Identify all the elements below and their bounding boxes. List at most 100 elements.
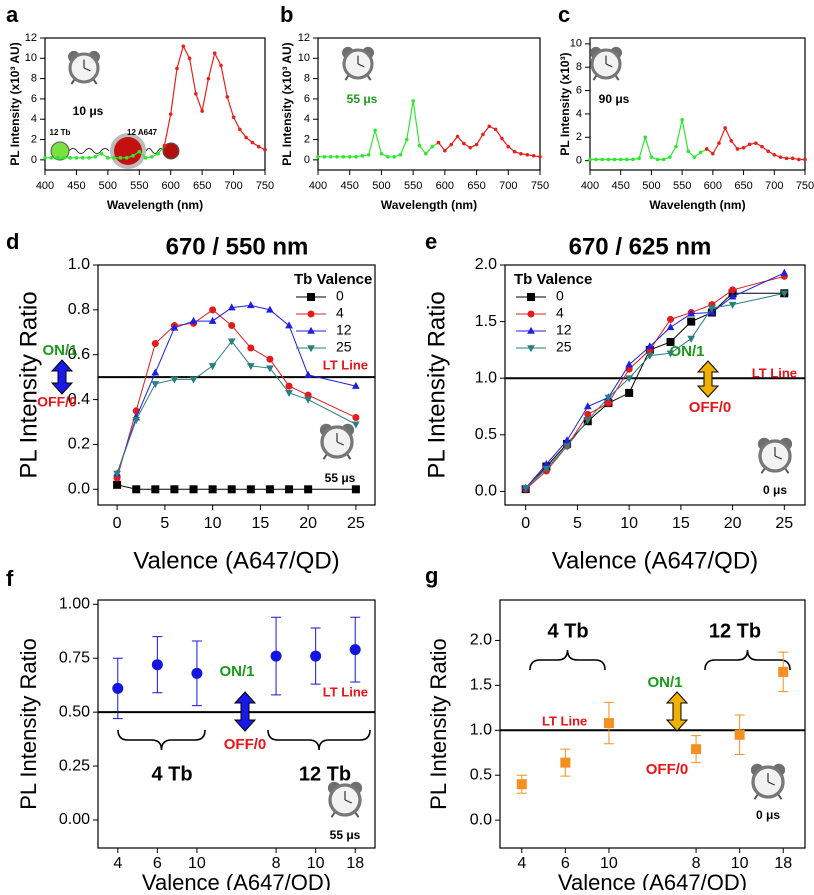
x-tick-label: 0 <box>521 515 530 532</box>
marker <box>655 157 660 162</box>
marker <box>168 112 173 116</box>
plot-frame <box>97 264 376 506</box>
marker <box>310 650 322 662</box>
x-tick-label: 600 <box>162 180 180 192</box>
marker <box>132 485 141 494</box>
marker <box>723 126 727 130</box>
marker <box>151 368 160 376</box>
marker <box>666 337 675 346</box>
marker <box>124 156 129 160</box>
y-tick-label: 4 <box>304 113 310 125</box>
clock-icon <box>750 763 786 800</box>
x-tick-label: 18 <box>774 855 792 872</box>
legend-marker <box>307 345 315 353</box>
marker <box>449 142 454 147</box>
y-tick-label: 12 <box>25 32 37 44</box>
switch-arrow <box>233 691 257 732</box>
marker <box>322 155 327 159</box>
annotation: 4 Tb <box>547 620 588 642</box>
x-tick-label: 8 <box>272 855 281 872</box>
legend-title: Tb Valence <box>514 271 592 288</box>
marker <box>113 480 122 489</box>
x-tick-label: 4 <box>113 855 122 872</box>
marker <box>645 352 654 360</box>
marker <box>341 155 346 159</box>
marker <box>285 321 293 329</box>
marker <box>227 303 236 311</box>
marker <box>265 485 274 494</box>
annotation: OFF/0 <box>37 394 77 410</box>
marker <box>106 156 110 160</box>
x-tick-label: 500 <box>642 180 660 192</box>
marker <box>430 144 434 149</box>
x-tick-label: 6 <box>561 855 570 872</box>
marker <box>227 338 236 346</box>
plot-frame <box>504 264 806 506</box>
marker <box>208 363 217 371</box>
marker <box>366 152 371 157</box>
marker <box>790 156 795 161</box>
x-tick-label: 400 <box>36 180 54 192</box>
brace <box>267 729 371 751</box>
y-tick-label: 8 <box>304 73 310 85</box>
plot-frame <box>317 37 541 171</box>
switch-arrow <box>696 360 720 398</box>
annotation: ON/1 <box>669 343 704 360</box>
marker <box>360 153 365 158</box>
legend-marker <box>307 326 315 334</box>
y-tick-label: 0.25 <box>59 757 90 774</box>
x-tick-label: 500 <box>372 180 390 192</box>
marker <box>189 316 198 324</box>
marker <box>162 143 167 148</box>
x-tick-label: 650 <box>467 180 485 192</box>
annotation: ON/1 <box>219 663 254 680</box>
marker <box>734 729 745 740</box>
clock-hand <box>344 799 352 804</box>
y-axis-label: PL Intensity Ratio <box>426 638 451 810</box>
panel-label: a <box>6 2 19 27</box>
marker <box>538 155 542 159</box>
y-tick-label: 0.8 <box>68 301 90 318</box>
annotation: ON/1 <box>42 342 77 359</box>
x-tick-label: 20 <box>724 515 742 532</box>
reference-label: LT Line <box>752 365 797 380</box>
x-tick-label: 750 <box>531 180 549 192</box>
marker <box>741 146 746 150</box>
x-axis-label: Valence (A647/QD) <box>552 547 758 574</box>
marker <box>304 396 312 404</box>
marker <box>516 779 527 790</box>
marker <box>189 485 198 494</box>
clock-hand <box>774 455 782 460</box>
marker <box>304 370 312 378</box>
marker <box>542 460 551 468</box>
x-tick-label: 500 <box>99 180 117 192</box>
marker <box>354 155 358 159</box>
marker <box>194 92 198 96</box>
y-tick-label: 0.00 <box>59 811 90 828</box>
y-tick-label: 2 <box>576 131 582 143</box>
x-tick-label: 650 <box>193 180 211 192</box>
plot-frame <box>499 599 806 849</box>
series-line <box>525 292 785 489</box>
x-axis-label: Wavelength (nm) <box>381 198 477 212</box>
series-line <box>116 340 357 474</box>
marker <box>328 155 333 159</box>
marker <box>643 135 648 140</box>
marker <box>212 51 217 56</box>
annotation: 0 μs <box>756 808 780 822</box>
clock-hand <box>336 441 344 446</box>
marker <box>625 375 633 383</box>
legend-marker <box>527 293 535 301</box>
y-axis-label: PL Intensity (x10³) <box>558 52 572 155</box>
marker <box>618 157 623 162</box>
marker <box>560 757 571 768</box>
marker <box>285 485 294 494</box>
legend-label: 12 <box>336 322 352 338</box>
y-tick-label: 0.0 <box>475 483 497 500</box>
legend-label: 25 <box>556 339 572 355</box>
marker <box>151 381 160 389</box>
y-tick-label: 10 <box>570 38 582 50</box>
marker <box>728 292 737 300</box>
marker <box>704 147 709 151</box>
